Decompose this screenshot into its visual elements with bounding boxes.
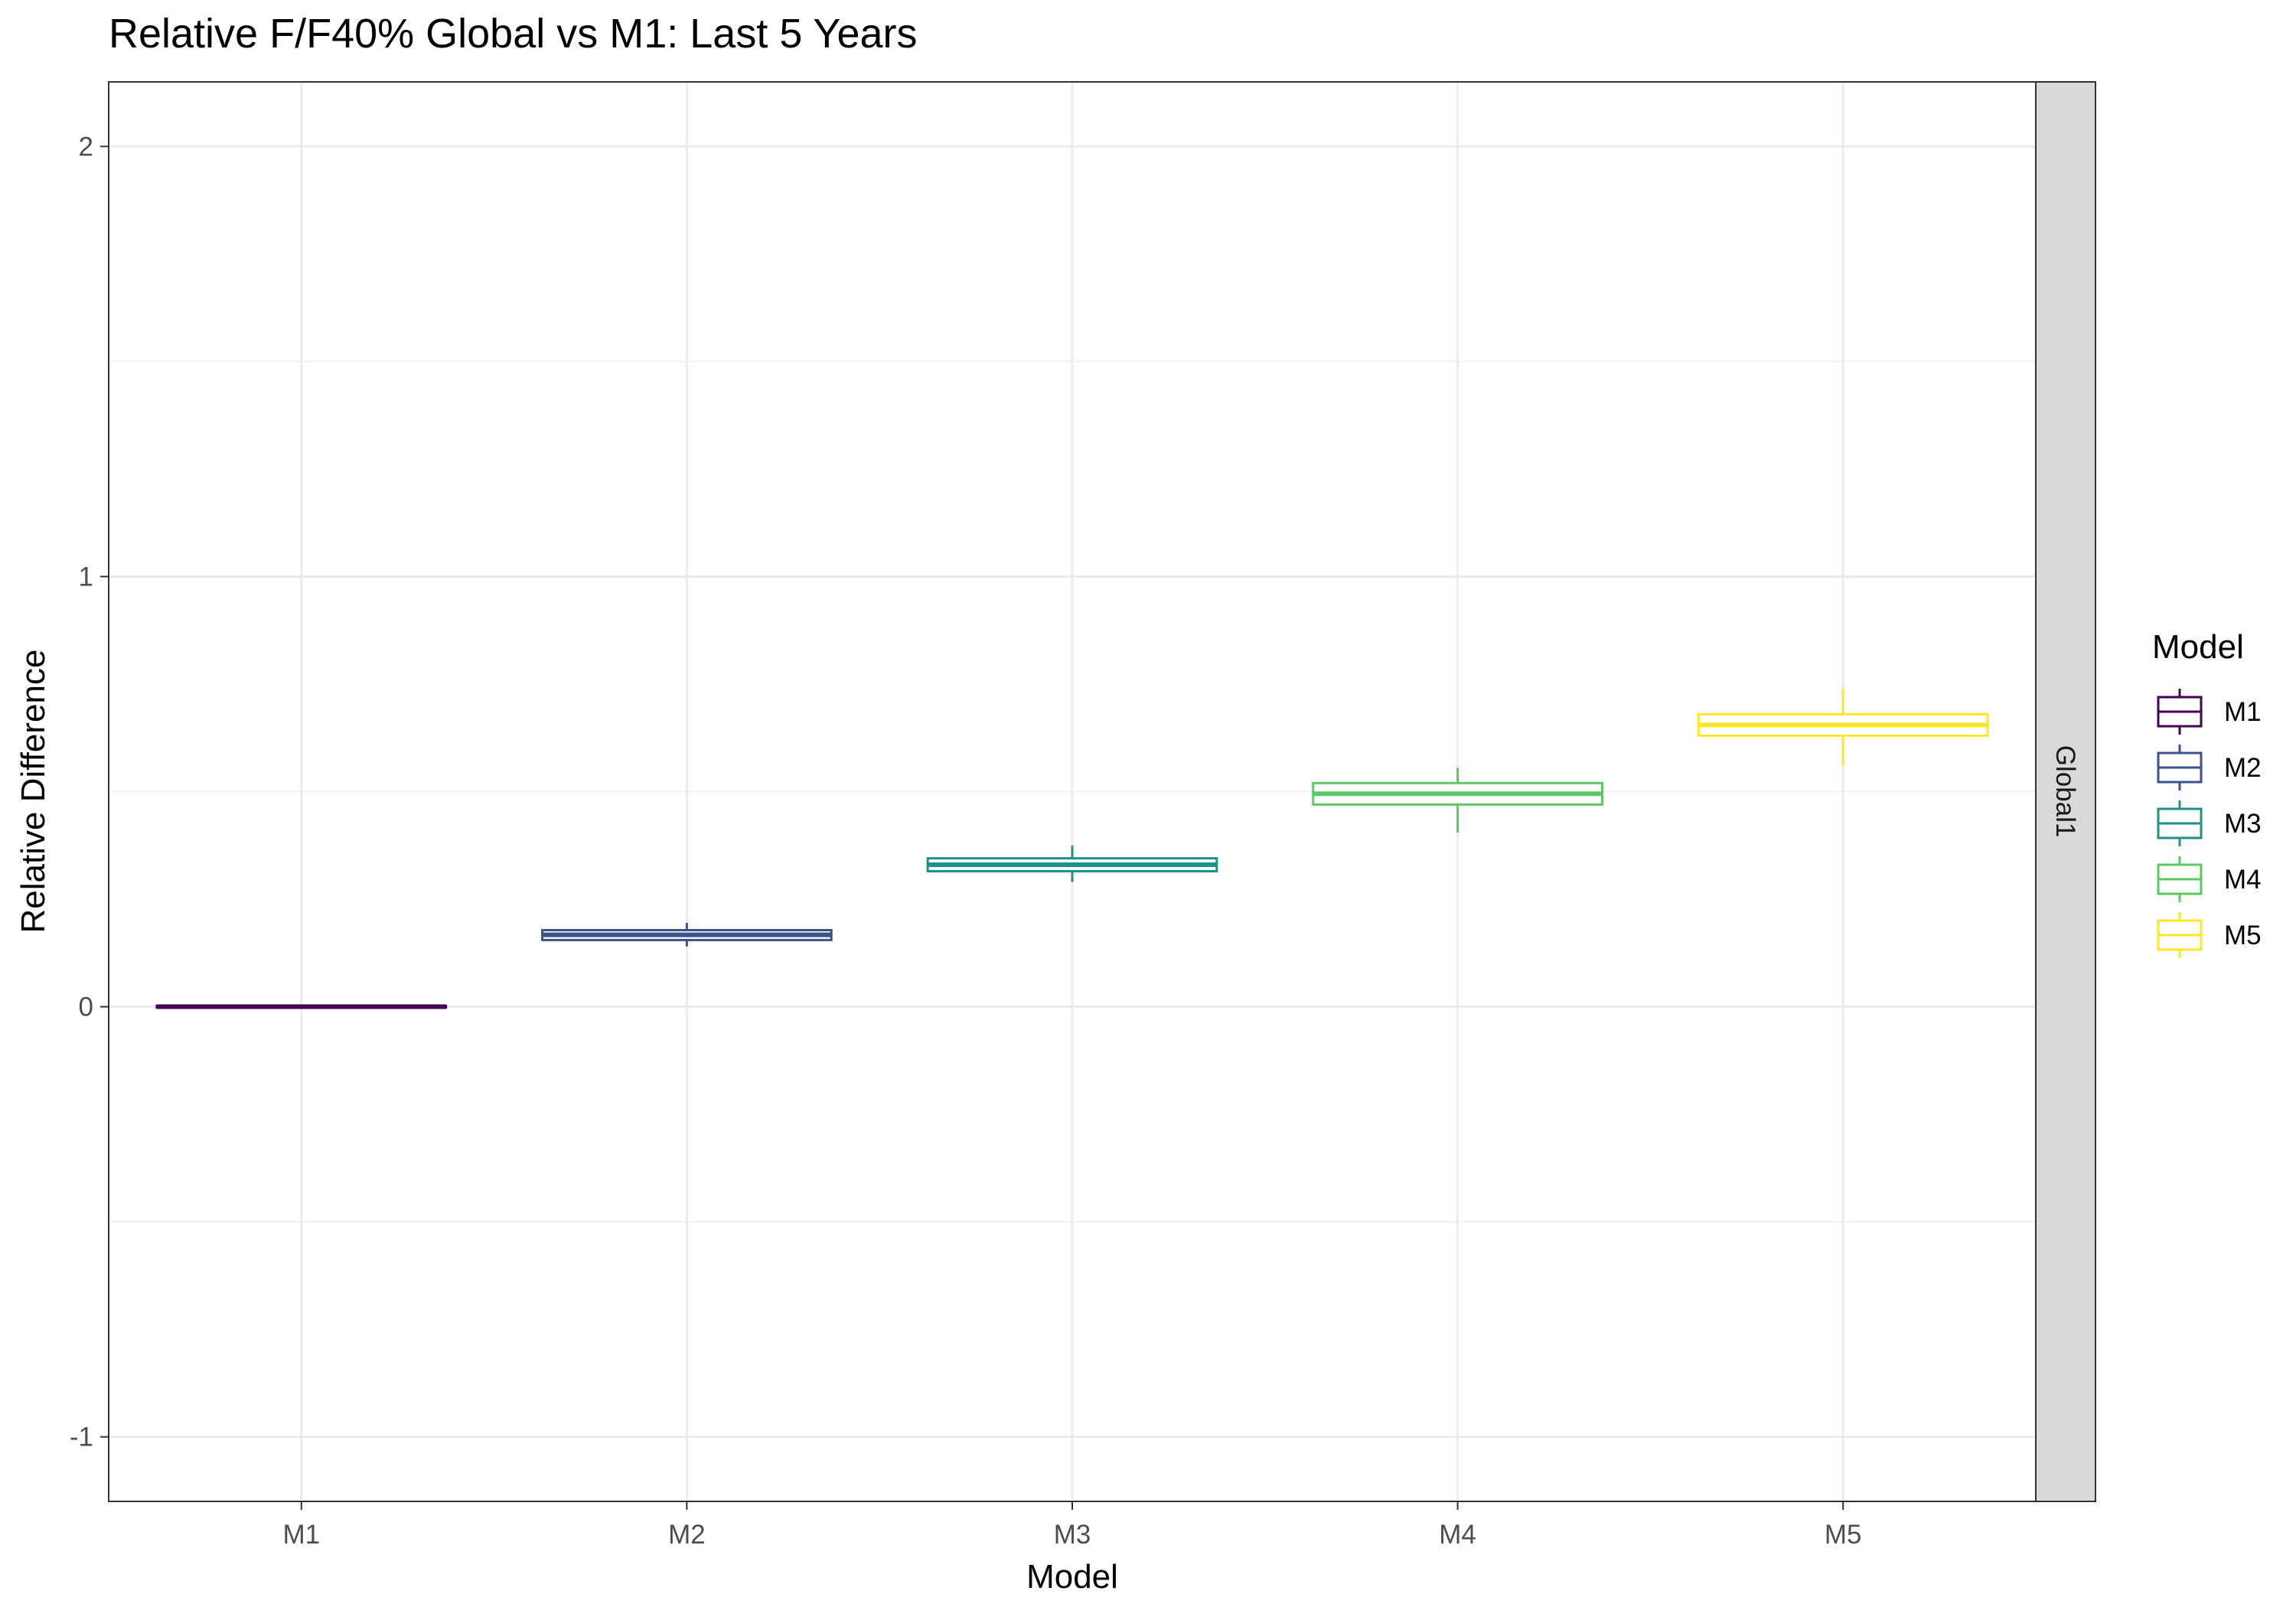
- x-axis: M1 M2 M3 M4 M5: [282, 1501, 1862, 1550]
- legend: Model M1 M2 M3 M4 M5: [2152, 628, 2262, 958]
- facet-strip-label: Global1: [2050, 745, 2080, 838]
- legend-item-M5: M5: [2157, 912, 2262, 958]
- legend-label: M2: [2224, 753, 2262, 783]
- legend-item-M1: M1: [2157, 689, 2262, 735]
- x-tick-label: M4: [1439, 1520, 1476, 1550]
- y-axis-title: Relative Difference: [15, 650, 52, 934]
- y-tick-label: 2: [79, 132, 93, 161]
- legend-label: M5: [2224, 921, 2262, 950]
- boxes: [155, 688, 1989, 1009]
- legend-item-M3: M3: [2157, 800, 2262, 846]
- box-M5: [1697, 688, 1989, 766]
- x-axis-title: Model: [1026, 1558, 1118, 1596]
- x-tick-label: M5: [1825, 1520, 1862, 1550]
- x-tick-label: M2: [668, 1520, 706, 1550]
- legend-label: M3: [2224, 809, 2262, 839]
- legend-items: M1 M2 M3 M4 M5: [2157, 689, 2262, 958]
- y-tick-label: 0: [79, 993, 93, 1022]
- x-tick-label: M3: [1054, 1520, 1091, 1550]
- legend-label: M4: [2224, 865, 2262, 895]
- legend-title: Model: [2152, 628, 2244, 666]
- box-M3: [926, 845, 1218, 882]
- box-M4: [1312, 768, 1603, 833]
- y-tick-label: 1: [79, 562, 93, 592]
- box-M1: [155, 1004, 448, 1009]
- legend-label: M1: [2224, 697, 2262, 727]
- legend-item-M2: M2: [2157, 745, 2262, 790]
- chart-title: Relative F/F40% Global vs M1: Last 5 Yea…: [109, 11, 918, 57]
- y-tick-label: -1: [70, 1423, 93, 1452]
- facet-strip: [2035, 81, 2096, 1502]
- y-axis: -1 0 1 2: [70, 132, 109, 1452]
- legend-item-M4: M4: [2157, 856, 2262, 902]
- box-M2: [541, 922, 833, 947]
- x-tick-label: M1: [282, 1520, 320, 1550]
